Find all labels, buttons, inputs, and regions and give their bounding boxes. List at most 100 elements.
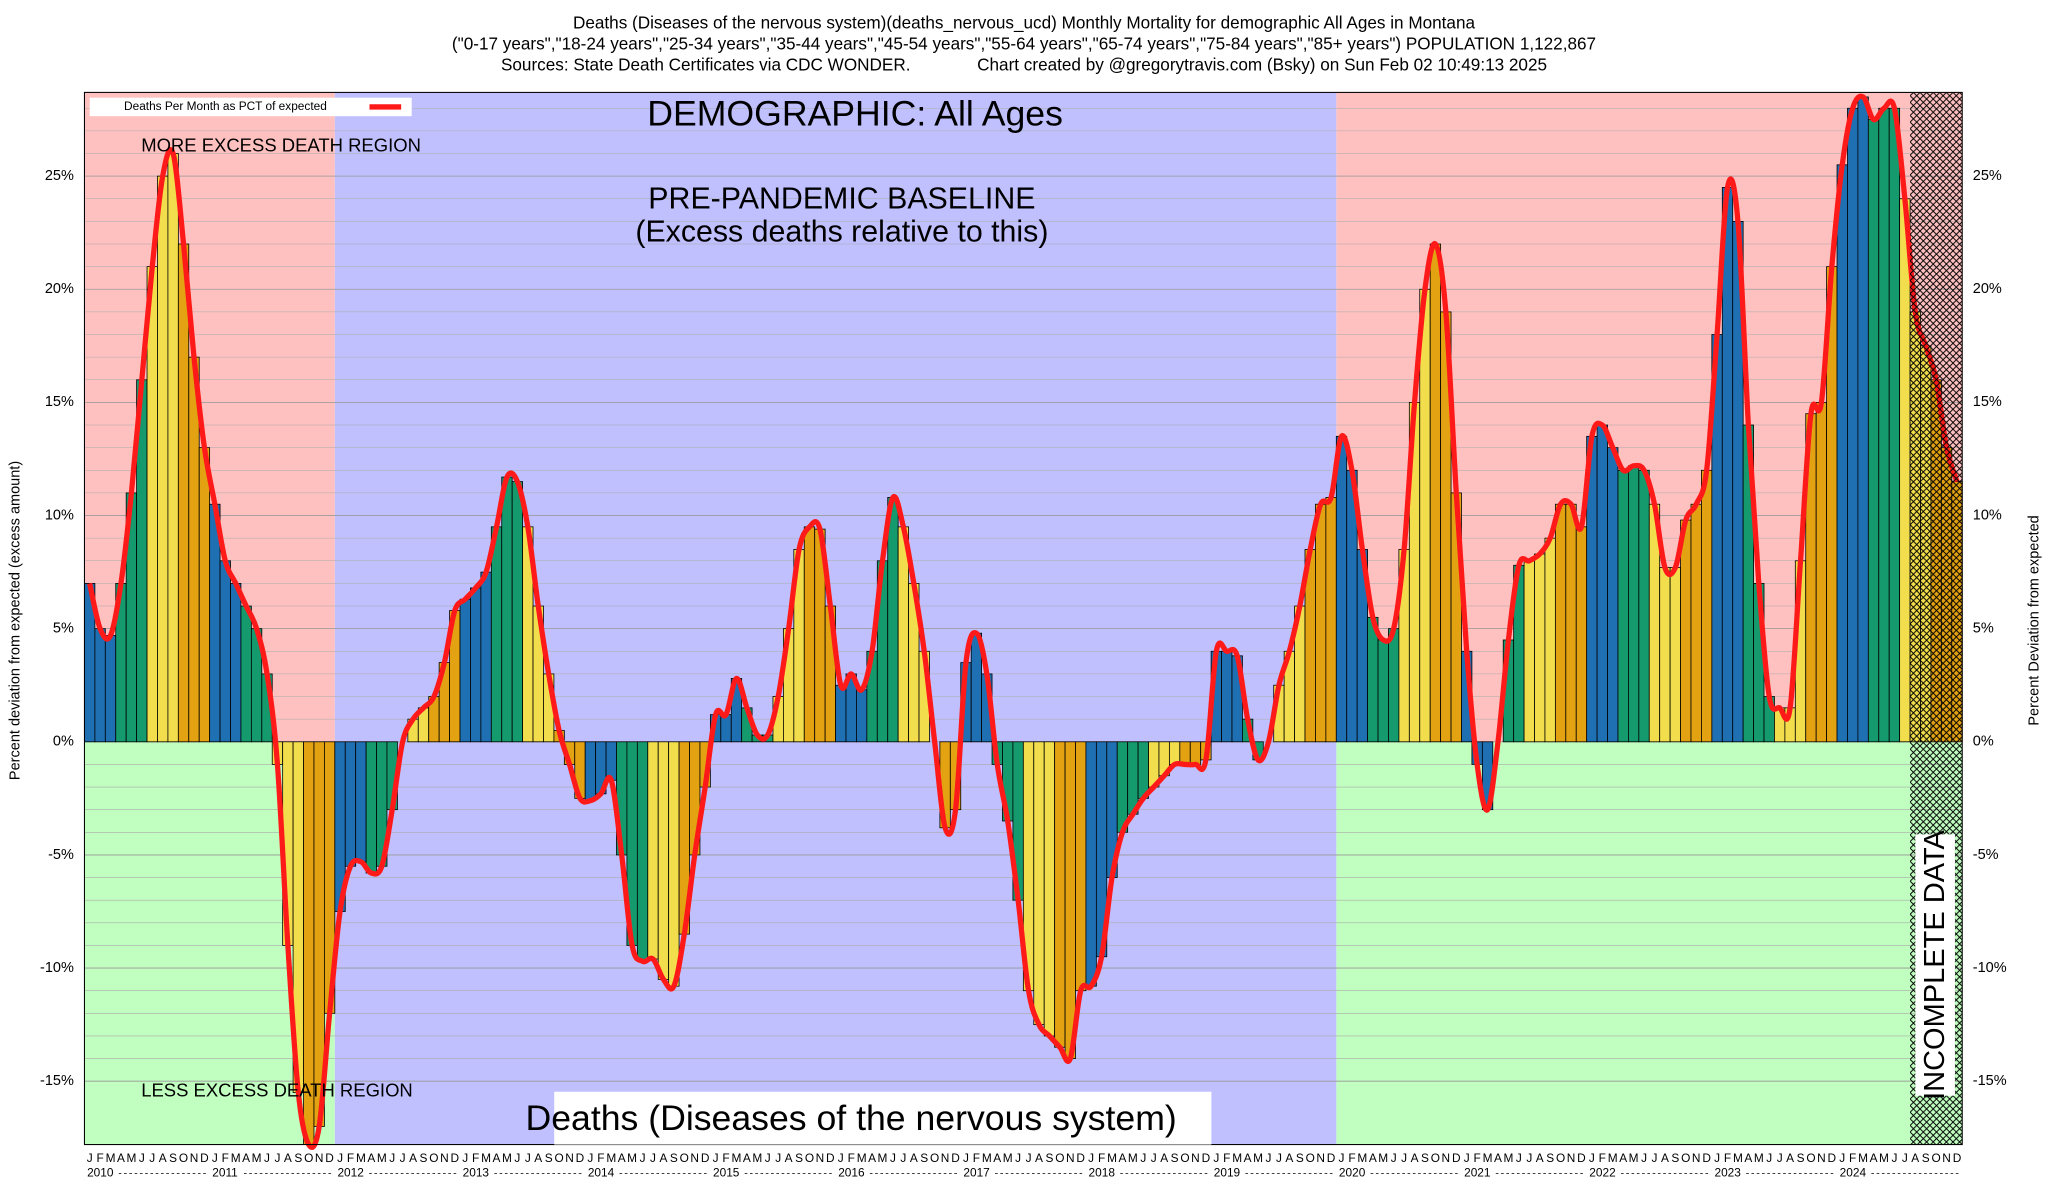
x-month-label: M <box>1253 1151 1263 1165</box>
x-month-label: O <box>1556 1151 1565 1165</box>
x-month-label: N <box>1316 1151 1325 1165</box>
y2-tick-label: 25% <box>1973 168 2002 184</box>
bar <box>1857 96 1869 743</box>
x-year-label: 2020 <box>1339 1166 1366 1180</box>
bar <box>1878 107 1890 743</box>
x-month-label: D <box>1702 1151 1711 1165</box>
x-month-label: F <box>848 1151 855 1165</box>
x-month-label: A <box>242 1151 250 1165</box>
x-month-label: J <box>1766 1151 1772 1165</box>
x-month-label: J <box>1026 1151 1032 1165</box>
x-month-label: D <box>200 1151 209 1165</box>
bar <box>1544 537 1556 743</box>
x-month-label: S <box>1296 1151 1304 1165</box>
trend-line <box>87 93 1960 1150</box>
x-month-label: J <box>1589 1151 1595 1165</box>
x-month-label: J <box>1213 1151 1219 1165</box>
x-month-label: N <box>941 1151 950 1165</box>
bar <box>1523 560 1535 743</box>
x-month-label: D <box>1076 1151 1085 1165</box>
y2-tick-label: 5% <box>1973 620 1994 636</box>
y-tick-label: -15% <box>40 1073 74 1089</box>
x-month-label: J <box>1339 1151 1345 1165</box>
x-month-label: N <box>1942 1151 1951 1165</box>
x-month-label: M <box>982 1151 992 1165</box>
bar <box>1617 469 1629 743</box>
x-month-label: A <box>1911 1151 1919 1165</box>
x-month-label: J <box>900 1151 906 1165</box>
x-month-label: M <box>1232 1151 1242 1165</box>
x-month-label: J <box>713 1151 719 1165</box>
x-year-label: 2016 <box>838 1166 865 1180</box>
legend-label: Deaths Per Month as PCT of expected <box>124 99 327 113</box>
bar <box>230 583 242 743</box>
x-year-label: 2014 <box>588 1166 615 1180</box>
x-month-label: F <box>472 1151 479 1165</box>
x-month-label: M <box>377 1151 387 1165</box>
x-month-label: A <box>1661 1151 1669 1165</box>
bar <box>1847 107 1859 743</box>
x-month-label: N <box>690 1151 699 1165</box>
x-month-label: A <box>1786 1151 1794 1165</box>
x-month-label: F <box>1348 1151 1355 1165</box>
y-tick-label: 0% <box>53 734 74 750</box>
x-month-label: O <box>554 1151 563 1165</box>
bar <box>1064 741 1076 1059</box>
x-month-label: J <box>212 1151 218 1165</box>
x-month-label: A <box>159 1151 167 1165</box>
x-month-label: N <box>1066 1151 1075 1165</box>
x-month-label: O <box>805 1151 814 1165</box>
bar <box>1388 628 1400 743</box>
incomplete-label-box <box>1915 834 1955 1096</box>
x-year-label: 2012 <box>337 1166 363 1180</box>
x-month-label: O <box>680 1151 689 1165</box>
bar <box>1075 741 1087 992</box>
bar <box>459 598 471 743</box>
bar <box>1335 435 1348 743</box>
x-month-label: J <box>1526 1151 1532 1165</box>
x-month-label: N <box>1817 1151 1826 1165</box>
bar <box>835 684 847 743</box>
x-month-label: S <box>670 1151 678 1165</box>
x-month-label: M <box>1629 1151 1639 1165</box>
x-month-label: M <box>752 1151 762 1165</box>
y2-tick-label: 20% <box>1973 281 2002 297</box>
x-year-label: 2019 <box>1214 1166 1241 1180</box>
legend-box <box>89 97 412 117</box>
x-month-label: N <box>565 1151 574 1165</box>
x-month-label: F <box>347 1151 354 1165</box>
x-month-label: S <box>1045 1151 1053 1165</box>
bar <box>636 741 649 962</box>
x-month-label: S <box>795 1151 803 1165</box>
x-month-label: D <box>1953 1151 1962 1165</box>
x-month-label: J <box>838 1151 844 1165</box>
x-month-label: J <box>1266 1151 1272 1165</box>
x-month-label: M <box>252 1151 262 1165</box>
x-month-label: M <box>1128 1151 1138 1165</box>
bar <box>1701 469 1713 743</box>
bar <box>94 628 106 743</box>
x-month-label: M <box>1733 1151 1743 1165</box>
bar <box>887 497 899 743</box>
x-month-label: D <box>1452 1151 1461 1165</box>
x-month-label: O <box>429 1151 438 1165</box>
x-month-label: J <box>765 1151 771 1165</box>
x-month-label: S <box>1171 1151 1179 1165</box>
y-tick-label: 25% <box>45 168 74 184</box>
bar <box>167 153 179 743</box>
x-month-label: D <box>451 1151 460 1165</box>
y-tick-label: 10% <box>45 507 74 523</box>
x-month-label: O <box>1306 1151 1315 1165</box>
x-month-label: D <box>576 1151 585 1165</box>
y-tick-label: 20% <box>45 281 74 297</box>
x-month-label: O <box>930 1151 939 1165</box>
y2-tick-label: 10% <box>1973 507 2002 523</box>
x-month-label: N <box>816 1151 825 1165</box>
x-month-label: S <box>1546 1151 1554 1165</box>
chart-subtitle: ("0-17 years","18-24 years","25-34 years… <box>452 33 1596 53</box>
x-month-label: O <box>304 1151 313 1165</box>
bar <box>104 635 117 743</box>
x-month-label: J <box>890 1151 896 1165</box>
